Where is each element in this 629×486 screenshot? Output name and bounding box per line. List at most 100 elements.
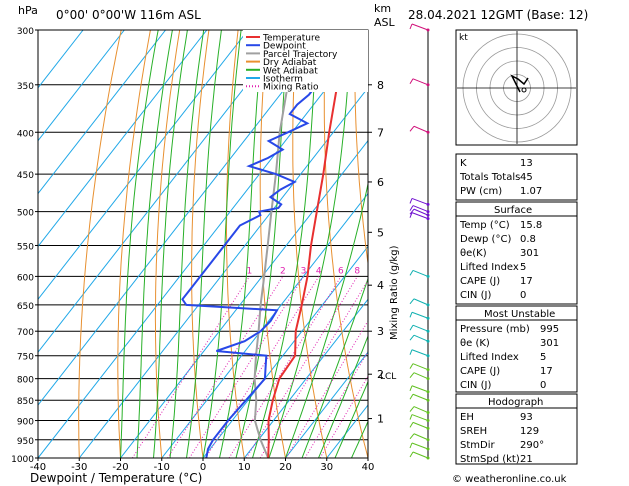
mixing-ratio-label: 2	[280, 266, 286, 276]
dry-adiabat	[618, 30, 629, 458]
wind-barb	[413, 334, 429, 342]
profile-lines	[181, 30, 349, 458]
mu-li-value: 5	[540, 352, 546, 363]
temperature-tick-label: 10	[238, 462, 251, 473]
axes: 1 2 3 4 6 83003504004505005506006507007508008…	[11, 27, 396, 473]
pressure-tick-label: 950	[17, 437, 34, 447]
hodo-title: Hodograph	[488, 397, 543, 408]
wind-barb	[413, 433, 429, 441]
surface-dewp-label: Dewp (°C)	[460, 234, 511, 245]
isotherm	[38, 30, 331, 406]
wet-adiabat	[334, 380, 368, 458]
wind-barb	[413, 298, 429, 306]
wind-barb-flag	[409, 385, 413, 391]
wind-barb-flag	[409, 414, 413, 420]
temperature-tick-label: 0	[200, 462, 206, 473]
mixing-ratio-label: 4	[316, 266, 322, 276]
wind-level-dot	[426, 426, 430, 430]
dry-adiabat	[154, 30, 181, 458]
wind-barb-flag	[409, 451, 414, 458]
temperature-tick-label: 30	[320, 462, 333, 473]
temperature-tick-label: -20	[112, 462, 128, 473]
hodograph-table-box	[455, 393, 578, 465]
wind-level-dot	[426, 398, 430, 402]
storm-motion-marker	[521, 87, 527, 93]
mu-li-label: Lifted Index	[460, 352, 519, 363]
wet-adiabat	[153, 30, 188, 458]
wind-level-dot	[426, 339, 430, 343]
wind-barb-flag	[409, 208, 415, 215]
wind-barb	[412, 451, 429, 459]
pressure-tick-label: 800	[17, 376, 34, 386]
wind-level-dot	[426, 303, 430, 307]
wind-level-dot	[426, 447, 430, 451]
wind-barb-flag	[409, 78, 414, 85]
isotherm	[161, 192, 368, 458]
wind-barb	[411, 349, 429, 357]
wind-barb	[411, 385, 429, 393]
surface-cape-value: 17	[520, 276, 533, 287]
wind-barb-flag	[409, 298, 415, 305]
wind-barb-flag	[409, 442, 413, 449]
km-tick-label: 2	[377, 368, 384, 381]
wind-barb-flag	[409, 212, 413, 218]
wind-level-dot	[426, 390, 430, 394]
temperature-tick-label: -30	[71, 462, 87, 473]
wet-adiabat	[268, 30, 353, 458]
dry-adiabat	[78, 30, 122, 458]
wind-barb	[412, 393, 429, 401]
wet-adiabat	[252, 30, 319, 458]
wet-adiabat	[301, 276, 368, 458]
isotherm	[243, 298, 368, 458]
isotherm	[38, 34, 368, 458]
wind-barb-flag	[409, 422, 414, 428]
mixing-ratio-label: 3	[301, 266, 307, 276]
wind-barb	[411, 197, 429, 205]
surface-temp-value: 15.8	[520, 220, 542, 231]
km-tick-label: 1	[377, 413, 384, 426]
wind-barb-flag	[409, 270, 414, 276]
k-label: K	[460, 158, 467, 169]
series-dewpoint	[181, 30, 322, 458]
wind-level-dot	[426, 83, 430, 87]
isotherm	[38, 30, 84, 89]
mixing-ratio-label: 1	[247, 266, 253, 276]
legend-label: Isotherm	[263, 75, 303, 85]
series-temperature	[267, 30, 349, 458]
pressure-tick-label: 400	[17, 129, 34, 139]
surface-cin-label: CIN (J)	[460, 290, 491, 301]
indices-box	[455, 153, 578, 201]
wind-level-dot	[426, 217, 430, 221]
mu-cin-value: 0	[540, 380, 546, 391]
mixing-ratio-label: 8	[354, 266, 360, 276]
asl-unit: ASL	[374, 16, 396, 29]
wind-barb-flag	[409, 23, 413, 30]
km-tick-label: 3	[377, 325, 384, 338]
wind-barb	[413, 208, 429, 216]
wind-barb-flag	[409, 324, 414, 331]
legend-label: Temperature	[262, 34, 320, 44]
temperature-tick-label: -40	[30, 462, 46, 473]
wind-barb	[411, 23, 429, 31]
wind-barb	[412, 269, 429, 277]
datetime-title: 28.04.2021 12GMT (Base: 12)	[408, 8, 588, 22]
legend-label: Mixing Ratio	[263, 83, 319, 93]
wind-barb	[413, 125, 429, 133]
surface-title: Surface	[494, 205, 532, 216]
surface-dewp-value: 0.8	[520, 234, 536, 245]
pressure-tick-label: 500	[17, 209, 34, 219]
hodograph: kt	[455, 29, 578, 146]
pressure-tick-label: 450	[17, 171, 34, 181]
dry-adiabat	[226, 30, 245, 458]
surface-cape-label: CAPE (J)	[460, 276, 500, 287]
mixing-ratio-line	[245, 276, 358, 458]
pressure-tick-label: 700	[17, 328, 34, 338]
wind-barb-flag	[409, 334, 415, 341]
wind-level-dot	[426, 274, 430, 278]
pressure-tick-label: 300	[17, 27, 34, 37]
wind-barb-flag	[409, 198, 413, 204]
wind-barb-flag	[409, 363, 414, 369]
dry-adiabat	[259, 30, 286, 458]
surface-thetae-label: θe(K)	[460, 248, 487, 259]
temperature-tick-label: 20	[279, 462, 292, 473]
